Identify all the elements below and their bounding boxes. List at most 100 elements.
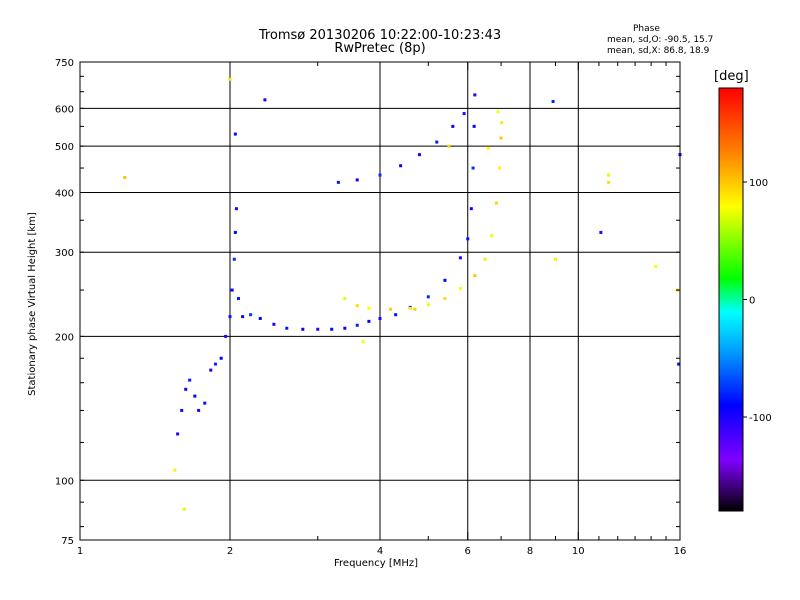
o-mode-point <box>193 394 197 398</box>
x-mode-point <box>490 234 494 238</box>
phase-title: Phase <box>633 24 660 34</box>
o-mode-point <box>233 230 237 234</box>
x-mode-point <box>499 136 503 140</box>
o-mode-point <box>301 327 305 331</box>
y-tick-label: 300 <box>55 248 74 259</box>
o-mode-point <box>599 230 603 234</box>
o-mode-point <box>367 319 371 323</box>
x-mode-point <box>443 297 447 301</box>
x-mode-point <box>408 306 412 310</box>
y-tick-label: 500 <box>55 142 74 153</box>
x-mode-point <box>473 274 477 278</box>
o-mode-point <box>285 326 289 330</box>
x-mode-point <box>486 146 490 150</box>
x-mode-point <box>413 307 417 311</box>
y-axis-label: Stationary phase Virtual Height [km] <box>26 212 38 396</box>
x-mode-point <box>494 201 498 205</box>
x-tick-label: 8 <box>527 546 533 557</box>
o-mode-point <box>232 257 236 261</box>
o-mode-point <box>462 112 466 116</box>
o-mode-point <box>472 124 476 128</box>
x-tick-label: 6 <box>465 546 471 557</box>
x-tick-label: 16 <box>674 546 687 557</box>
x-mode-point <box>447 144 451 148</box>
phase-o-stats: mean, sd,O: -90.5, 15.7 <box>607 35 714 45</box>
o-mode-point <box>224 334 228 338</box>
x-mode-point <box>173 468 177 472</box>
y-tick-label: 400 <box>55 188 74 199</box>
o-mode-point <box>435 140 439 144</box>
x-mode-point <box>123 175 127 179</box>
o-mode-point <box>551 100 555 104</box>
o-mode-point <box>230 288 234 292</box>
axis-ticks <box>79 61 681 540</box>
o-mode-point <box>236 297 240 301</box>
o-mode-point <box>203 401 207 405</box>
colorbar-tick-label: 0 <box>749 296 755 307</box>
x-mode-point <box>182 507 186 511</box>
data-points <box>123 77 682 511</box>
o-mode-point <box>263 98 267 102</box>
x-mode-point <box>389 307 393 311</box>
tick-labels: 1 2 4 6 8 10 16 750 600 500 400 300 200 100 75 <box>55 58 686 557</box>
x-axis-label: Frequency [MHz] <box>334 558 419 569</box>
y-tick-label: 200 <box>55 332 74 343</box>
grid-lines <box>80 62 680 540</box>
o-mode-point <box>258 316 262 320</box>
o-mode-point <box>234 207 238 211</box>
o-mode-point <box>417 153 421 157</box>
x-tick-label: 1 <box>77 546 83 557</box>
x-mode-point <box>483 257 487 261</box>
x-mode-point <box>500 121 504 125</box>
o-mode-point <box>426 295 430 299</box>
x-mode-point <box>343 297 347 301</box>
o-mode-point <box>378 316 382 320</box>
x-mode-point <box>426 303 430 307</box>
x-tick-label: 10 <box>572 546 585 557</box>
o-mode-point <box>188 378 192 382</box>
o-mode-point <box>378 173 382 177</box>
x-mode-point <box>228 77 232 81</box>
y-tick-label: 75 <box>61 536 74 547</box>
o-mode-point <box>399 164 403 168</box>
colorbar-tick-label: 100 <box>749 178 768 189</box>
x-mode-point <box>553 257 557 261</box>
o-mode-point <box>355 323 359 327</box>
o-mode-point <box>471 166 475 170</box>
o-mode-point <box>249 313 253 317</box>
o-mode-point <box>343 326 347 330</box>
phase-x-stats: mean, sd,X: 86.8, 18.9 <box>607 46 710 56</box>
colorbar-label: [deg] <box>714 69 749 84</box>
o-mode-point <box>272 322 276 326</box>
o-mode-point <box>219 356 223 360</box>
o-mode-point <box>473 93 477 97</box>
o-mode-point <box>451 124 455 128</box>
o-mode-point <box>316 327 320 331</box>
y-tick-label: 750 <box>55 58 74 69</box>
o-mode-point <box>330 327 334 331</box>
x-mode-point <box>361 340 365 344</box>
o-mode-point <box>394 313 398 317</box>
x-mode-point <box>355 304 359 308</box>
o-mode-point <box>469 207 473 211</box>
o-mode-point <box>180 408 184 412</box>
colorbar-tick-label: -100 <box>749 413 772 424</box>
x-tick-label: 2 <box>227 546 233 557</box>
o-mode-point <box>209 368 213 372</box>
o-mode-point <box>228 315 232 319</box>
x-mode-point <box>458 286 462 290</box>
x-mode-point <box>498 166 502 170</box>
o-mode-point <box>184 387 188 391</box>
o-mode-point <box>213 362 217 366</box>
o-mode-point <box>241 315 245 319</box>
chart-subtitle: RwPretec (8p) <box>334 41 426 56</box>
o-mode-point <box>233 132 237 136</box>
x-mode-point <box>607 180 611 184</box>
y-tick-label: 600 <box>55 104 74 115</box>
x-tick-label: 4 <box>377 546 383 557</box>
o-mode-point <box>176 432 180 436</box>
o-mode-point <box>677 362 681 366</box>
colorbar <box>718 87 744 512</box>
o-mode-point <box>197 408 201 412</box>
